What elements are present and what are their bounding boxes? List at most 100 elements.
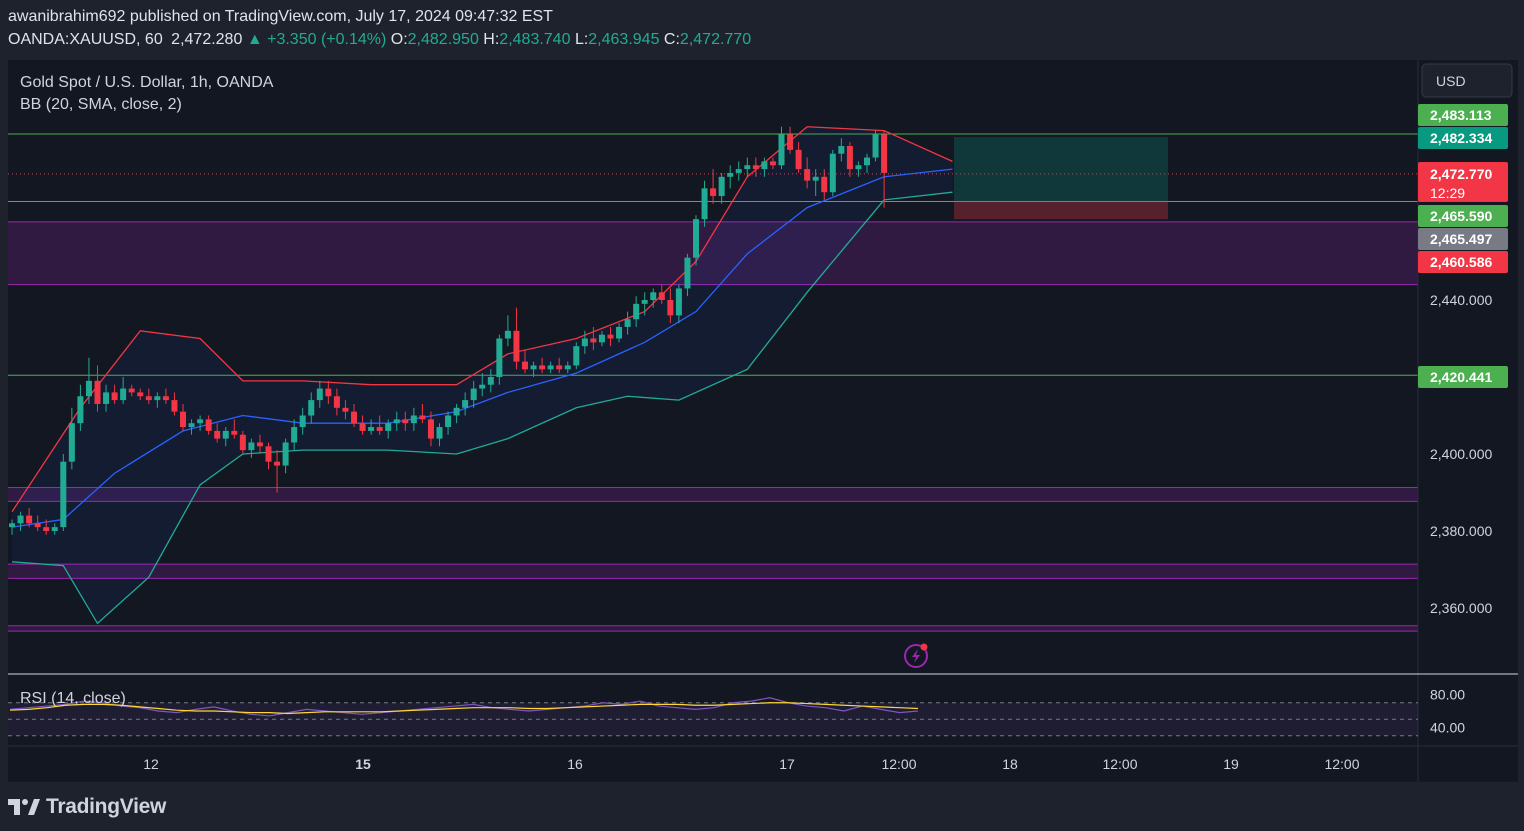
candle-body	[846, 146, 853, 170]
price-axis[interactable]: 2,440.0002,420.0002,400.0002,380.0002,36…	[1430, 292, 1492, 616]
candle-body	[735, 169, 742, 173]
candle-body	[248, 442, 255, 451]
zone-band	[8, 625, 1418, 632]
rsi-pane[interactable]: 80.00 40.00	[8, 687, 1465, 737]
candle-body	[547, 365, 554, 370]
candle-body	[838, 146, 845, 154]
price-chart-svg[interactable]: 80.00 40.00 2,440.0002,420.0002,400.0002,…	[8, 60, 1518, 782]
candle-body	[650, 292, 657, 300]
candle-body	[710, 188, 717, 197]
candle-body	[624, 319, 631, 327]
candle-body	[197, 419, 204, 424]
symbol-label[interactable]: OANDA:XAUUSD, 60	[8, 31, 163, 48]
price-badge-text: 2,465.590	[1430, 208, 1492, 224]
candle-body	[60, 461, 67, 528]
candle-body	[530, 365, 537, 370]
candle-body	[522, 361, 528, 370]
candle-body	[188, 423, 195, 428]
price-badge-text: 2,460.586	[1430, 254, 1492, 270]
rsi-line	[9, 697, 919, 717]
candle-body	[17, 515, 24, 524]
candle-body	[180, 411, 186, 428]
candle-body	[864, 157, 870, 166]
high-value: 2,483.740	[499, 31, 571, 48]
ohlc-line: OANDA:XAUUSD, 60 2,472.280 ▲ +3.350 (+0.…	[8, 31, 751, 49]
time-axis[interactable]: 12 15 16 17 12:00 18 12:00 19 12:00	[143, 756, 1360, 772]
time-axis-tick: 15	[355, 756, 371, 772]
position-stop-zone	[954, 201, 1168, 220]
candle-body	[744, 165, 751, 170]
candle-body	[504, 330, 511, 339]
chart-area[interactable]: 80.00 40.00 2,440.0002,420.0002,400.0002,…	[8, 60, 1518, 782]
candle-body	[282, 442, 289, 466]
price-badge	[1418, 366, 1508, 388]
candle-body	[351, 411, 357, 424]
candle-body	[590, 338, 597, 343]
candle-body	[43, 527, 50, 531]
candle-body	[829, 153, 836, 193]
lightning-alert-icon[interactable]	[904, 643, 928, 668]
time-axis-tick: 19	[1223, 756, 1239, 772]
candle-body	[103, 392, 110, 404]
price-badge	[1418, 162, 1508, 202]
open-value: 2,482.950	[407, 31, 479, 48]
rsi-axis-tick: 40.00	[1430, 720, 1465, 736]
candle-body	[368, 427, 375, 431]
candle-body	[513, 330, 520, 362]
price-badge-text: 2,483.113	[1430, 107, 1492, 123]
candle-body	[299, 415, 306, 428]
candle-body	[693, 219, 699, 258]
candle-body	[333, 396, 340, 408]
candle-body	[316, 388, 323, 401]
rsi-legend[interactable]: RSI (14, close)	[20, 690, 126, 707]
candle-body	[616, 326, 623, 339]
short-position-tool[interactable]	[954, 137, 1168, 220]
candle-body	[598, 334, 605, 343]
candle-body	[376, 427, 383, 431]
bb-legend[interactable]: BB (20, SMA, close, 2)	[20, 96, 182, 113]
published-by-line: awanibrahim692 published on TradingView.…	[8, 8, 553, 25]
position-target-zone	[954, 137, 1168, 202]
candlestick-series[interactable]	[9, 126, 888, 535]
price-change: +3.350 (+0.14%)	[267, 31, 387, 48]
tradingview-wordmark[interactable]: TradingView	[46, 795, 167, 818]
candle-body	[727, 172, 734, 177]
candle-body	[120, 388, 127, 401]
candle-body	[94, 380, 101, 404]
close-label: C:	[663, 31, 680, 48]
candle-body	[496, 338, 503, 377]
candle-body	[761, 161, 768, 170]
candle-body	[68, 423, 75, 462]
rsi-axis-tick: 80.00	[1430, 687, 1465, 703]
time-axis-tick: 12:00	[881, 756, 916, 772]
currency-button[interactable]: USD	[1421, 63, 1513, 98]
zone-band	[8, 487, 1418, 502]
price-badge	[1418, 251, 1508, 273]
candle-body	[436, 427, 443, 439]
time-axis-tick: 12:00	[1324, 756, 1359, 772]
candle-body	[410, 415, 417, 424]
low-value: 2,463.945	[588, 31, 660, 48]
last-price: 2,472.280	[171, 31, 243, 48]
candle-body	[419, 415, 426, 420]
candle-body	[51, 527, 58, 531]
bb-upper-line	[11, 126, 953, 513]
candle-body	[539, 365, 546, 370]
price-badge-text: 2,472.770	[1430, 166, 1492, 182]
chart-title: Gold Spot / U.S. Dollar, 1h, OANDA	[20, 74, 274, 91]
candle-body	[402, 419, 409, 424]
tradingview-logo-icon[interactable]	[8, 797, 40, 817]
candle-body	[470, 388, 477, 401]
candle-body	[214, 430, 221, 439]
candle-body	[427, 419, 434, 439]
candle-body	[675, 288, 682, 316]
candle-body	[85, 380, 92, 397]
candle-body	[658, 292, 665, 300]
candle-body	[308, 400, 315, 416]
price-axis-tick: 2,400.000	[1430, 446, 1492, 462]
high-label: H:	[483, 31, 500, 48]
price-badge-text: 2,465.497	[1430, 231, 1492, 247]
zone-band	[8, 564, 1418, 579]
countdown-text: 12:29	[1430, 185, 1465, 201]
price-badge	[1418, 228, 1508, 250]
